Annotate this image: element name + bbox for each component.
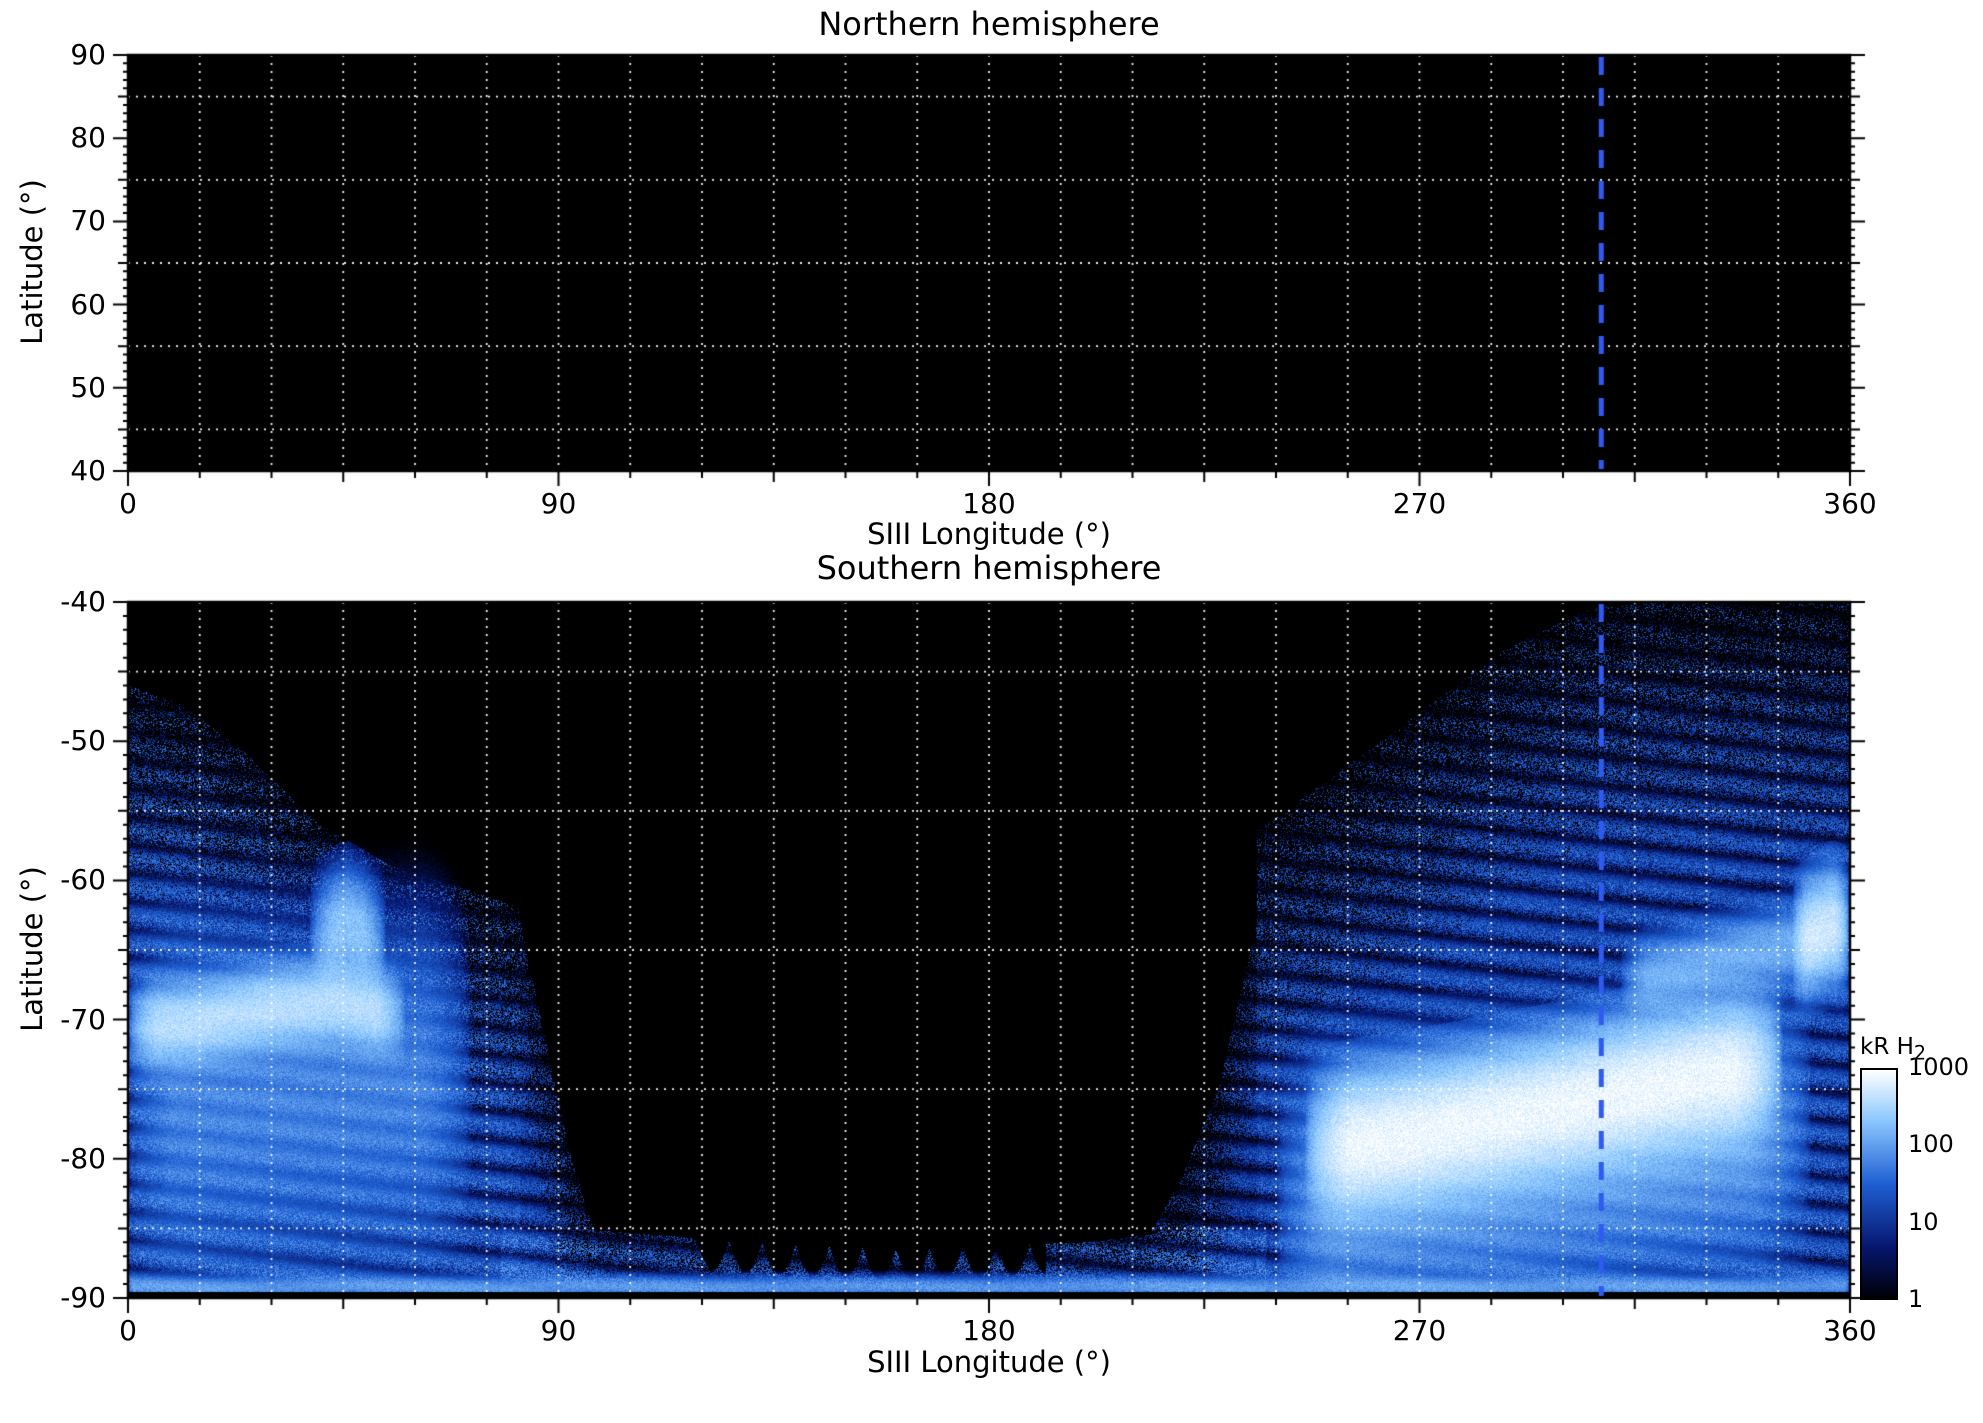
- north-x-tick-label: 360: [1823, 487, 1877, 520]
- north-y-tick-label: 60: [70, 287, 106, 321]
- south-x-tick-label: 180: [962, 1314, 1016, 1347]
- south-y-tick-label: -70: [60, 1002, 106, 1036]
- south-y-axis-label: Latitude (°): [15, 866, 49, 1032]
- south-y-tick-label: -50: [60, 724, 106, 758]
- south-x-tick-label: 270: [1392, 1314, 1447, 1347]
- south-plot-canvas: [98, 572, 1880, 1328]
- north-y-tick-label: 40: [70, 454, 106, 487]
- north-x-tick-label: 180: [962, 487, 1016, 520]
- south-x-tick-label: 90: [540, 1314, 577, 1347]
- colorbar-unit-subscript: 2: [1913, 1041, 1927, 1065]
- colorbar-tick-label: 1: [1908, 1285, 1924, 1313]
- colorbar-gradient: [1860, 1068, 1898, 1300]
- south-y-tick-label: -80: [60, 1141, 106, 1175]
- colorbar-tick-label: 1000: [1908, 1053, 1970, 1081]
- south-x-axis-label: SIII Longitude (°): [867, 1345, 1111, 1379]
- colorbar: kR H2 1000 100 10 1: [1860, 1034, 1983, 1314]
- colorbar-title: kR H2: [1860, 1034, 1926, 1065]
- north-x-tick-label: 270: [1392, 487, 1447, 520]
- north-y-tick-label: 90: [70, 38, 106, 71]
- south-y-tick-label: -90: [60, 1281, 106, 1314]
- north-x-axis-label: SIII Longitude (°): [867, 517, 1111, 551]
- south-y-tick-label: -60: [60, 863, 106, 897]
- north-y-tick-label: 70: [70, 204, 106, 238]
- north-y-tick-label: 50: [70, 370, 106, 404]
- south-x-tick-label: 0: [119, 1314, 137, 1347]
- north-x-tick-label: 90: [540, 487, 577, 520]
- colorbar-tick-label: 10: [1908, 1207, 1939, 1236]
- colorbar-tick-label: 100: [1908, 1130, 1954, 1159]
- colorbar-unit-text: kR H: [1860, 1034, 1914, 1060]
- south-x-tick-label: 360: [1823, 1314, 1877, 1347]
- south-y-tick-label: -40: [60, 585, 106, 618]
- north-x-tick-label: 0: [119, 487, 137, 520]
- north-y-tick-label: 80: [70, 121, 106, 155]
- north-plot-canvas: [98, 25, 1880, 501]
